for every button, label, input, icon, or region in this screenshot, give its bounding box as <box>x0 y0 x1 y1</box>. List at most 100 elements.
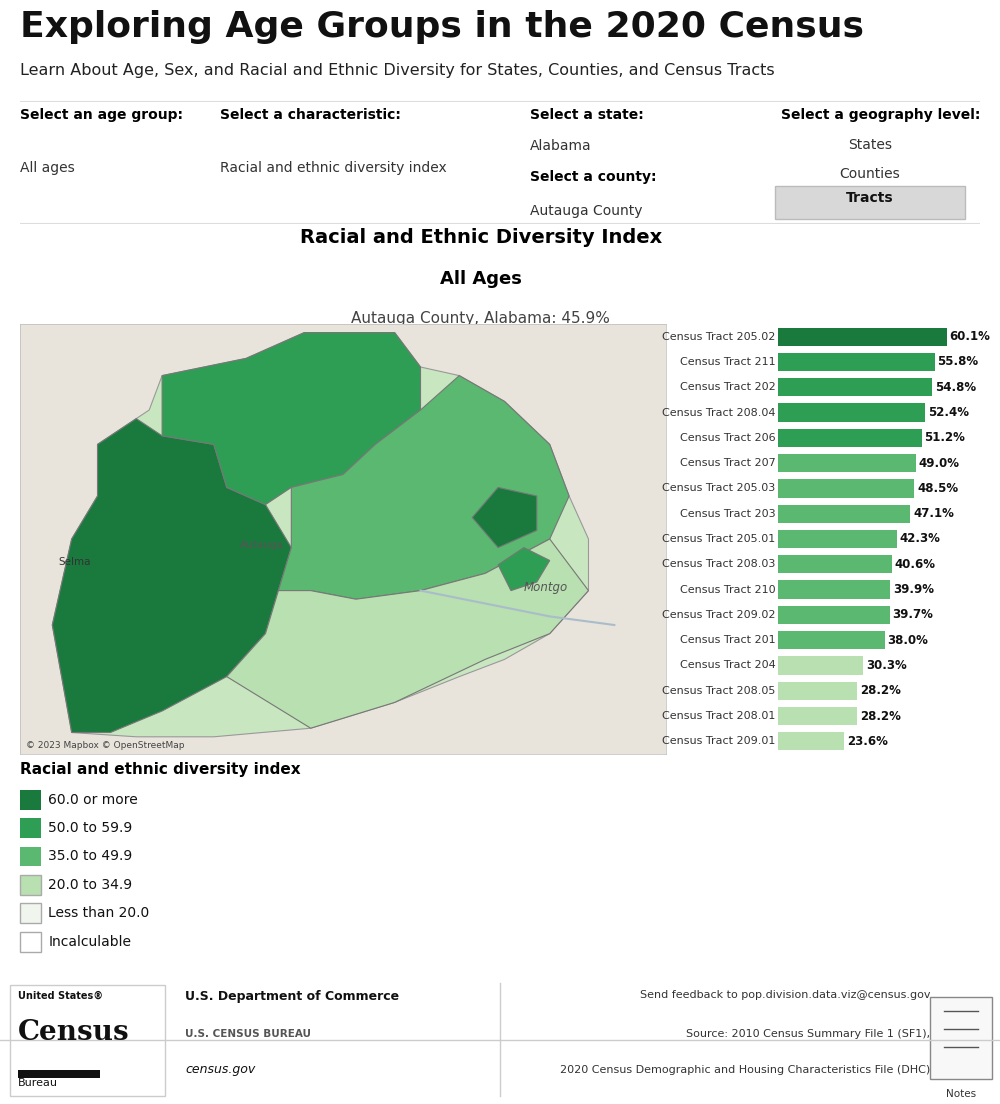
Polygon shape <box>52 332 588 736</box>
Bar <box>778 631 885 649</box>
Bar <box>778 328 947 346</box>
Text: Census Tract 205.02: Census Tract 205.02 <box>662 331 776 341</box>
Text: States: States <box>848 138 892 151</box>
Text: Source: 2010 Census Summary File 1 (SF1),: Source: 2010 Census Summary File 1 (SF1)… <box>686 1029 930 1039</box>
Bar <box>778 606 890 624</box>
Text: All Ages: All Ages <box>440 270 522 288</box>
Text: 47.1%: 47.1% <box>913 507 954 520</box>
Text: Select a geography level:: Select a geography level: <box>781 108 980 123</box>
Text: Racial and ethnic diversity index: Racial and ethnic diversity index <box>220 161 447 174</box>
Text: Census Tract 208.04: Census Tract 208.04 <box>662 407 776 417</box>
Text: 39.7%: 39.7% <box>892 608 933 622</box>
Text: Census Tract 208.03: Census Tract 208.03 <box>662 560 776 570</box>
Text: 30.3%: 30.3% <box>866 659 907 672</box>
Text: All ages: All ages <box>20 161 75 174</box>
Text: Census Tract 207: Census Tract 207 <box>680 458 776 468</box>
Text: 23.6%: 23.6% <box>847 735 888 747</box>
Polygon shape <box>498 548 550 591</box>
Text: 28.2%: 28.2% <box>860 684 901 698</box>
Text: Census: Census <box>18 1019 130 1045</box>
Text: Census Tract 208.01: Census Tract 208.01 <box>662 711 776 721</box>
Text: Census Tract 208.05: Census Tract 208.05 <box>662 686 776 696</box>
Polygon shape <box>162 332 421 505</box>
Polygon shape <box>278 375 569 599</box>
Text: United States®: United States® <box>18 990 103 1000</box>
Bar <box>778 732 844 751</box>
Text: 2020 Census Demographic and Housing Characteristics File (DHC): 2020 Census Demographic and Housing Char… <box>560 1065 930 1075</box>
FancyBboxPatch shape <box>20 789 41 809</box>
Text: Tracts: Tracts <box>846 191 894 205</box>
Text: 40.6%: 40.6% <box>895 558 936 571</box>
Text: Racial and Ethnic Diversity Index: Racial and Ethnic Diversity Index <box>300 229 662 247</box>
Text: 52.4%: 52.4% <box>928 406 969 420</box>
Text: Alabama: Alabama <box>530 139 592 152</box>
Text: 60.1%: 60.1% <box>949 330 990 343</box>
Text: U.S. CENSUS BUREAU: U.S. CENSUS BUREAU <box>185 1029 311 1039</box>
Text: 51.2%: 51.2% <box>925 432 965 444</box>
FancyBboxPatch shape <box>775 187 965 219</box>
FancyBboxPatch shape <box>20 818 41 838</box>
Text: Autauga: Autauga <box>240 540 284 550</box>
Text: Learn About Age, Sex, and Racial and Ethnic Diversity for States, Counties, and : Learn About Age, Sex, and Racial and Eth… <box>20 63 775 77</box>
Text: 50.0 to 59.9: 50.0 to 59.9 <box>48 821 133 835</box>
Bar <box>778 379 932 396</box>
Bar <box>18 1071 100 1079</box>
Text: Autauga County: Autauga County <box>530 204 642 217</box>
Text: Census Tract 206: Census Tract 206 <box>680 433 776 443</box>
Text: Exploring Age Groups in the 2020 Census: Exploring Age Groups in the 2020 Census <box>20 10 864 44</box>
Text: Montgo: Montgo <box>524 581 568 594</box>
Text: census.gov: census.gov <box>185 1063 255 1075</box>
Text: Select an age group:: Select an age group: <box>20 108 183 123</box>
Text: © 2023 Mapbox © OpenStreetMap: © 2023 Mapbox © OpenStreetMap <box>26 741 185 750</box>
Text: 54.8%: 54.8% <box>935 381 976 394</box>
Bar <box>778 581 890 598</box>
Text: 48.5%: 48.5% <box>917 482 958 495</box>
Bar <box>778 530 897 548</box>
FancyBboxPatch shape <box>20 847 41 867</box>
Text: Select a state:: Select a state: <box>530 108 644 123</box>
Polygon shape <box>52 418 291 732</box>
Text: Census Tract 211: Census Tract 211 <box>680 357 776 367</box>
Text: Counties: Counties <box>840 168 900 181</box>
Text: Census Tract 209.02: Census Tract 209.02 <box>662 609 776 619</box>
Text: 20.0 to 34.9: 20.0 to 34.9 <box>48 878 133 892</box>
Text: 55.8%: 55.8% <box>937 355 979 369</box>
Text: Census Tract 209.01: Census Tract 209.01 <box>662 736 776 746</box>
Bar <box>778 505 910 523</box>
Bar <box>778 479 914 498</box>
Text: Census Tract 210: Census Tract 210 <box>680 585 776 595</box>
FancyBboxPatch shape <box>20 874 41 895</box>
Bar <box>778 555 892 573</box>
Text: Incalculable: Incalculable <box>48 935 132 948</box>
Text: Census Tract 205.01: Census Tract 205.01 <box>662 534 776 544</box>
Polygon shape <box>227 539 588 729</box>
Text: 60.0 or more: 60.0 or more <box>48 793 138 807</box>
Text: 35.0 to 49.9: 35.0 to 49.9 <box>48 849 133 863</box>
Text: Autauga County, Alabama: 45.9%: Autauga County, Alabama: 45.9% <box>351 310 610 326</box>
Text: Census Tract 201: Census Tract 201 <box>680 635 776 645</box>
Text: Census Tract 202: Census Tract 202 <box>680 382 776 392</box>
Bar <box>778 353 935 371</box>
Text: Census Tract 203: Census Tract 203 <box>680 509 776 519</box>
FancyBboxPatch shape <box>10 985 165 1096</box>
Bar <box>778 454 916 473</box>
Text: Less than 20.0: Less than 20.0 <box>48 906 150 921</box>
Text: 28.2%: 28.2% <box>860 710 901 722</box>
Bar <box>778 403 925 422</box>
Text: Bureau: Bureau <box>18 1079 58 1089</box>
Bar <box>778 657 863 675</box>
Bar <box>778 428 922 447</box>
FancyBboxPatch shape <box>20 903 41 923</box>
Text: 39.9%: 39.9% <box>893 583 934 596</box>
Text: Select a characteristic:: Select a characteristic: <box>220 108 401 123</box>
Text: Notes: Notes <box>946 1089 976 1098</box>
Text: Racial and ethnic diversity index: Racial and ethnic diversity index <box>20 762 301 777</box>
Text: Send feedback to pop.division.data.viz@census.gov: Send feedback to pop.division.data.viz@c… <box>640 990 930 1000</box>
Text: U.S. Department of Commerce: U.S. Department of Commerce <box>185 990 399 1004</box>
Text: 49.0%: 49.0% <box>918 457 959 469</box>
Text: Select a county:: Select a county: <box>530 170 656 183</box>
Text: Selma: Selma <box>59 556 91 566</box>
Text: Census Tract 204: Census Tract 204 <box>680 660 776 670</box>
Polygon shape <box>472 487 537 548</box>
Text: 38.0%: 38.0% <box>888 634 928 647</box>
